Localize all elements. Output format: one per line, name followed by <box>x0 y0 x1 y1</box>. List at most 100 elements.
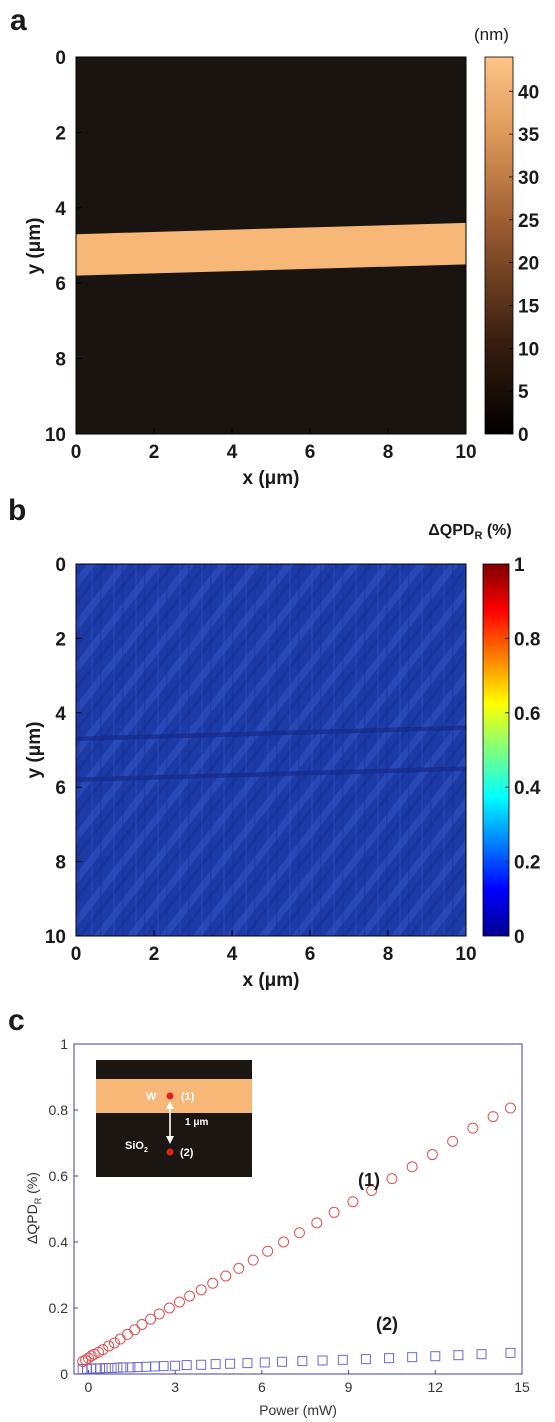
panel-c-xtick-label-4: 12 <box>428 1379 444 1395</box>
series-1-point-3 <box>85 1350 97 1362</box>
panel-b-colorbar-unit: ΔQPDR (%) <box>428 522 511 542</box>
series-2-point-14 <box>170 1360 181 1371</box>
panel-b-xtick-label-4: 8 <box>383 944 394 965</box>
panel-a-colorbar-tick-label-1: 5 <box>518 382 529 403</box>
panel-a-xtick-label-5: 10 <box>455 442 476 463</box>
panel-c-ylabel: ΔQPDR (%) <box>24 1172 43 1244</box>
series-1-point-33 <box>447 1135 459 1147</box>
series-2-point-28 <box>430 1351 441 1362</box>
panel-b-xtick-label-5: 10 <box>455 944 476 965</box>
series-1-point-11 <box>129 1324 141 1336</box>
panel-a-ylabel: y (μm) <box>24 217 45 274</box>
series-1-point-21 <box>233 1262 245 1274</box>
panel-c-xlabel: Power (mW) <box>259 1402 337 1418</box>
panel-b-ytick-label-4: 8 <box>55 853 66 874</box>
panel-b-heatmap-stripes <box>76 564 466 936</box>
series-1-point-34 <box>467 1122 479 1134</box>
inset-sio2-sub: 2 <box>144 1147 148 1154</box>
panel-c-xtick-label-5: 15 <box>514 1379 530 1395</box>
panel-c-ytick-label-3: 0.6 <box>49 1168 69 1184</box>
inset-arrowhead-up <box>166 1101 174 1109</box>
panel-c-letter: c <box>8 1004 25 1037</box>
series-1-point-12 <box>136 1319 148 1330</box>
inset-point-1-marker <box>166 1092 174 1100</box>
panel-b-ytick-label-0: 0 <box>55 555 66 576</box>
series-2-point-29 <box>453 1350 464 1361</box>
series-1-point-18 <box>195 1284 207 1296</box>
panel-b-colorbar-tick-label-3: 0.6 <box>514 704 540 725</box>
series-1-point-6 <box>97 1344 109 1356</box>
series-2-point-31 <box>505 1347 516 1358</box>
series-1-point-20 <box>220 1270 232 1282</box>
panel-b-letter: b <box>8 494 26 527</box>
series-1-point-32 <box>426 1149 438 1161</box>
panel-a-colorbar-tick-label-3: 15 <box>518 296 540 317</box>
panel-b-xtick-label-0: 0 <box>71 944 82 965</box>
series-1-point-22 <box>247 1254 259 1266</box>
panel-a-ytick-label-2: 4 <box>55 199 66 220</box>
panel-b-xtick-label-1: 2 <box>149 944 160 965</box>
series-1-point-25 <box>293 1227 305 1239</box>
series-2-point-9 <box>125 1362 136 1373</box>
panel-b-edge-upper <box>76 725 466 742</box>
panel-b-ytick-label-1: 2 <box>55 629 66 650</box>
series-2-point-8 <box>118 1362 129 1373</box>
inset-background <box>96 1060 252 1177</box>
series-2-point-20 <box>259 1357 270 1368</box>
series-2-point-18 <box>225 1358 236 1369</box>
panel-a-colorbar-unit: (nm) <box>474 25 509 44</box>
panel-b-ytick-label-2: 4 <box>55 704 66 725</box>
series-1-point-35 <box>487 1111 499 1123</box>
series-1-point-30 <box>386 1173 398 1185</box>
panel-b-ylabel: y (μm) <box>24 721 45 778</box>
panel-c-ytick-label-5: 1 <box>60 1036 68 1052</box>
series-2-point-4 <box>95 1363 106 1374</box>
panel-a-colorbar-ticks: 0 5 10 15 20 25 30 35 40 <box>509 82 540 446</box>
panel-b-colorbar-tick-label-1: 0.2 <box>514 853 540 874</box>
series-1-point-26 <box>311 1217 323 1229</box>
panel-c-ylabel-suffix: (%) <box>24 1172 40 1198</box>
series-2-point-19 <box>242 1358 253 1369</box>
panel-c-xtick-label-2: 6 <box>258 1379 266 1395</box>
panel-a-colorbar-tick-label-5: 25 <box>518 211 540 232</box>
panel-a-colorbar-tick-label-4: 20 <box>518 254 539 275</box>
panel-a-stripe <box>76 222 466 276</box>
series-2-point-23 <box>317 1355 328 1366</box>
panel-a-ytick-label-0: 0 <box>55 48 66 69</box>
panel-c-ylabel-main: ΔQPD <box>24 1204 40 1244</box>
panel-a-colorbar-tick-label-2: 10 <box>518 339 539 360</box>
series-1-point-27 <box>328 1206 340 1218</box>
panel-a-colorbar-tick-label-8: 40 <box>518 82 539 103</box>
panel-a-ytick-label-4: 8 <box>55 350 66 371</box>
panel-b-colorbar-tick-label-5: 1 <box>514 555 525 576</box>
inset-sio2-label: SiO2 <box>125 1140 148 1154</box>
series-1-point-24 <box>278 1236 290 1248</box>
series-1-point-29 <box>366 1185 378 1197</box>
panel-a-xtick-label-1: 2 <box>149 442 160 463</box>
panel-b-xtick-label-3: 6 <box>305 944 316 965</box>
series-2-point-27 <box>407 1352 418 1363</box>
panel-a-colorbar <box>484 56 514 435</box>
series-2-point-13 <box>158 1361 169 1372</box>
panel-c-xtick-label-0: 0 <box>85 1379 93 1395</box>
series-1-point-7 <box>103 1340 115 1352</box>
series-2-point-7 <box>112 1362 123 1373</box>
series-2-point-16 <box>196 1359 207 1370</box>
series-2-point-24 <box>337 1354 348 1365</box>
panel-a-colorbar-tick-label-0: 0 <box>518 425 529 446</box>
inset-point-2-marker <box>166 1148 174 1156</box>
inset-arrowhead-down <box>166 1136 174 1144</box>
panel-a-xtick-label-4: 8 <box>383 442 394 463</box>
series-2-point-26 <box>384 1353 395 1364</box>
panel-b-frame <box>75 563 467 937</box>
panel-c-series-label-2: (2) <box>376 1314 398 1334</box>
series-2-point-22 <box>297 1356 308 1367</box>
panel-b-colorbar-tick-label-2: 0.4 <box>514 778 541 799</box>
panel-a-ytick-label-1: 2 <box>55 123 66 144</box>
panel-a-colorbar-tick-label-6: 30 <box>518 168 539 189</box>
panel-a-xtick-label-3: 6 <box>305 442 316 463</box>
series-1-point-13 <box>145 1313 157 1325</box>
